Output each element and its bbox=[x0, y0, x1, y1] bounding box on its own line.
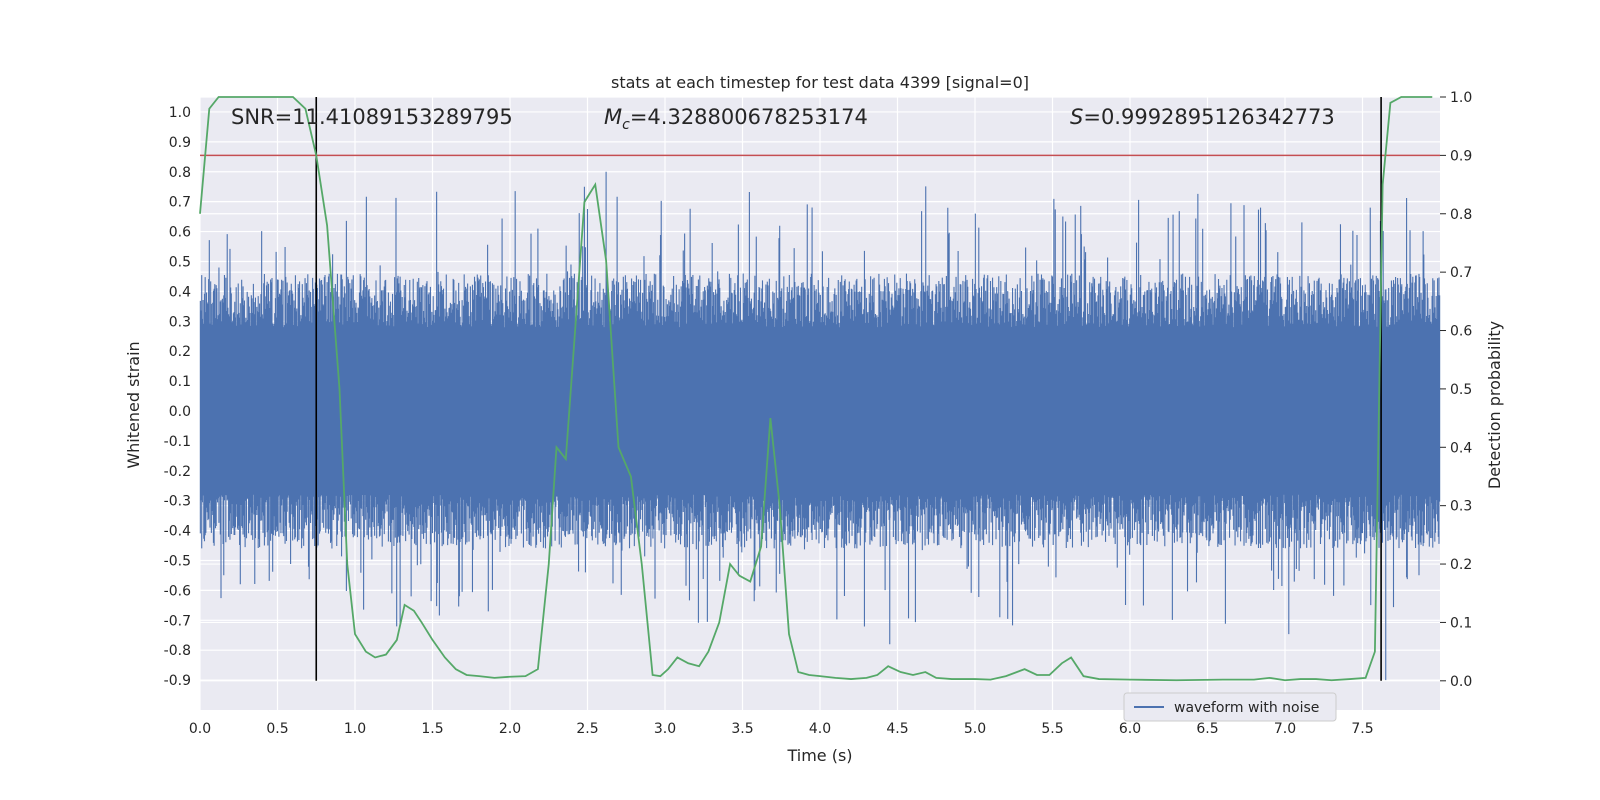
x-tick-label: 1.5 bbox=[421, 721, 443, 737]
y2-tick-label: 0.3 bbox=[1450, 499, 1472, 515]
chart-title: stats at each timestep for test data 439… bbox=[611, 73, 1029, 92]
chirp-mass-annotation: Mc=4.328800678253174 bbox=[604, 105, 868, 133]
y-ticks: 1.0 0.9 0.8 0.7 0.6 0.5 0.4 0.3 0.2 0.1 0.0 -0.1 -0.… bbox=[164, 105, 191, 689]
strain-series bbox=[199, 171, 1441, 681]
mc-symbol: M bbox=[604, 105, 622, 129]
y-tick-label: 0.2 bbox=[169, 344, 191, 360]
mc-subscript: c bbox=[622, 117, 630, 133]
y-tick-label: -0.3 bbox=[164, 494, 191, 510]
x-tick-label: 0.0 bbox=[189, 721, 211, 737]
y-tick-label: -0.7 bbox=[164, 613, 191, 629]
y-tick-label: 0.8 bbox=[169, 165, 191, 181]
x-tick-label: 2.0 bbox=[499, 721, 521, 737]
x-tick-label: 7.5 bbox=[1351, 721, 1373, 737]
y-tick-label: 0.1 bbox=[169, 374, 191, 390]
y2-ticks: 1.0 0.9 0.8 0.7 0.6 0.5 0.4 0.3 0.2 0.1 0.0 bbox=[1440, 90, 1472, 690]
y2-tick-label: 1.0 bbox=[1450, 90, 1472, 106]
s-value: =0.9992895126342773 bbox=[1083, 105, 1334, 129]
x-tick-label: 6.5 bbox=[1196, 721, 1218, 737]
y2-tick-label: 0.1 bbox=[1450, 615, 1472, 631]
y-axis-label: Whitened strain bbox=[124, 341, 143, 468]
y-tick-label: -0.2 bbox=[164, 464, 191, 480]
x-tick-label: 5.5 bbox=[1041, 721, 1063, 737]
y-tick-label: -0.9 bbox=[164, 673, 191, 689]
x-axis-label: Time (s) bbox=[786, 746, 852, 765]
x-tick-label: 3.5 bbox=[731, 721, 753, 737]
y-tick-label: 1.0 bbox=[169, 105, 191, 121]
y2-tick-label: 0.6 bbox=[1450, 324, 1472, 340]
probability-line bbox=[199, 96, 1433, 682]
legend-label: waveform with noise bbox=[1174, 700, 1319, 716]
y-tick-label: 0.3 bbox=[169, 314, 191, 330]
x-tick-label: 7.0 bbox=[1274, 721, 1296, 737]
legend: waveform with noise bbox=[1123, 692, 1337, 722]
y-tick-label: -0.5 bbox=[164, 553, 191, 569]
x-tick-label: 4.0 bbox=[809, 721, 831, 737]
y-tick-label: 0.0 bbox=[169, 404, 191, 420]
y2-tick-label: 0.9 bbox=[1450, 148, 1472, 164]
y-tick-label: 0.5 bbox=[169, 254, 191, 270]
y-tick-label: -0.8 bbox=[164, 643, 191, 659]
y-tick-label: -0.4 bbox=[164, 524, 191, 540]
x-tick-label: 0.5 bbox=[266, 721, 288, 737]
y-tick-label: 0.9 bbox=[169, 135, 191, 151]
x-tick-label: 1.0 bbox=[344, 721, 366, 737]
x-tick-label: 4.5 bbox=[886, 721, 908, 737]
y-tick-label: 0.6 bbox=[169, 225, 191, 241]
y2-tick-label: 0.4 bbox=[1450, 440, 1472, 456]
y2-tick-label: 0.2 bbox=[1450, 557, 1472, 573]
snr-annotation: SNR=11.41089153289795 bbox=[231, 105, 513, 129]
score-annotation: S=0.9992895126342773 bbox=[1070, 105, 1335, 129]
x-ticks: 0.0 0.5 1.0 1.5 2.0 2.5 3.0 3.5 4.0 4.5 5.0 5.5 6.0 6… bbox=[189, 721, 1374, 737]
mc-value: =4.328800678253174 bbox=[630, 105, 868, 129]
strain-line bbox=[199, 171, 1441, 681]
x-tick-label: 5.0 bbox=[964, 721, 986, 737]
y-tick-label: -0.6 bbox=[164, 583, 191, 599]
x-tick-label: 2.5 bbox=[576, 721, 598, 737]
y2-tick-label: 0.0 bbox=[1450, 674, 1472, 690]
y-tick-label: 0.4 bbox=[169, 284, 191, 300]
x-tick-label: 3.0 bbox=[654, 721, 676, 737]
vertical-markers bbox=[315, 97, 1382, 681]
y-tick-label: -0.1 bbox=[164, 434, 191, 450]
x-tick-label: 6.0 bbox=[1119, 721, 1141, 737]
s-symbol: S bbox=[1070, 105, 1083, 129]
legend-box bbox=[1123, 692, 1337, 722]
y2-tick-label: 0.8 bbox=[1450, 207, 1472, 223]
y-tick-label: 0.7 bbox=[169, 195, 191, 211]
y2-tick-label: 0.5 bbox=[1450, 382, 1472, 398]
y2-tick-label: 0.7 bbox=[1450, 265, 1472, 281]
y2-axis-label: Detection probability bbox=[1485, 321, 1504, 489]
